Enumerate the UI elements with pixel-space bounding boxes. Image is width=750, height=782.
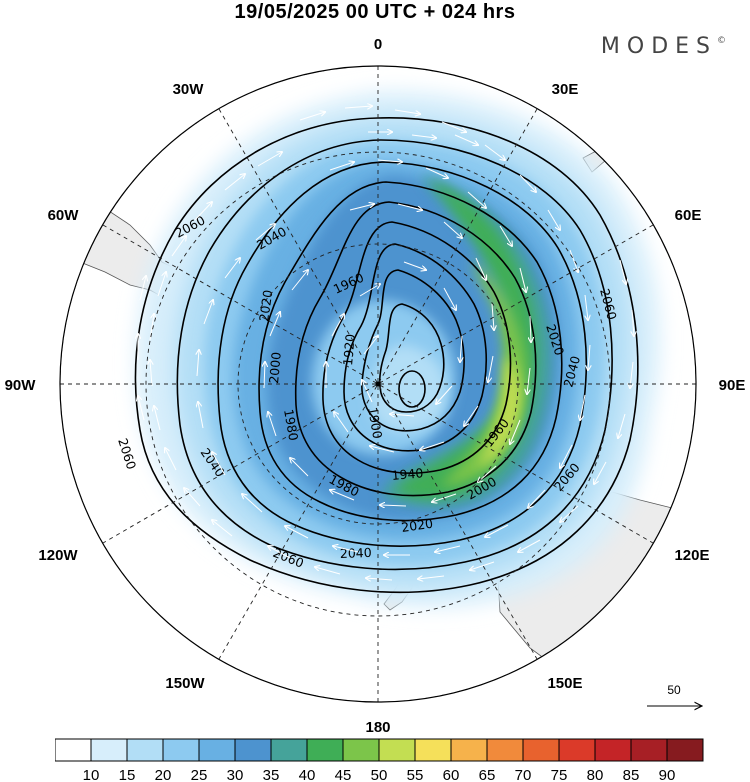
lon-label-0: 0: [374, 36, 382, 53]
colorbar: 10 15 20 25 30 35 40 45 50 55 60 65 70 75 80 85 90: [55, 738, 704, 782]
colorbar-tick-label: 60: [443, 767, 460, 782]
longitude-labels: 0 30E 60E 90E 120E 150E 180 150W 120W 90…: [5, 36, 746, 736]
chart-title: 19/05/2025 00 UTC + 024 hrs: [234, 1, 516, 23]
contour-2020: [217, 161, 588, 547]
colorbar-tick-label: 50: [371, 767, 388, 782]
colorbar-tick-label: 25: [191, 767, 208, 782]
colorbar-cell: [486, 738, 524, 762]
lon-label-30w: 30W: [173, 81, 205, 98]
latitude-circle-middle: [145, 151, 611, 617]
lon-label-150e: 150E: [547, 675, 582, 692]
reference-vector-label: 50: [667, 683, 681, 697]
colorbar-tick-labels: 10 15 20 25 30 35 40 45 50 55 60 65 70 75 80 85 90: [83, 767, 676, 782]
contour-2040: [176, 139, 613, 571]
colorbar-cell: [666, 738, 704, 762]
colorbar-tick-label: 55: [407, 767, 424, 782]
lon-label-90e: 90E: [719, 377, 746, 394]
contour-label-1980-a: 1980: [281, 408, 301, 442]
colorbar-cell: [198, 738, 236, 762]
colorbar-cell: [162, 738, 200, 762]
wind-vectors: [138, 106, 634, 580]
colorbar-cell: [270, 738, 308, 762]
colorbar-tick-label: 65: [479, 767, 496, 782]
lon-label-60e: 60E: [675, 207, 702, 224]
contour-label-1900: 1900: [365, 406, 385, 440]
wind-speed-shading: [136, 91, 660, 608]
colorbar-cell: [558, 738, 596, 762]
contour-1980: [294, 201, 537, 497]
colorbar-cell: [234, 738, 272, 762]
colorbar-tick-label: 20: [155, 767, 172, 782]
reference-vector: 50: [647, 683, 702, 706]
contour-label-1940: 1940: [391, 465, 424, 483]
contour-2000: [258, 181, 563, 522]
lon-label-30e: 30E: [552, 81, 579, 98]
brand-name: MODES: [600, 34, 717, 59]
colorbar-tick-label: 35: [263, 767, 280, 782]
brand-logo: MODES©: [601, 34, 726, 59]
colorbar-tick-label: 80: [587, 767, 604, 782]
colorbar-cell: [630, 738, 668, 762]
colorbar-cells: [55, 738, 704, 762]
contour-label-2040-d: 2040: [340, 545, 372, 561]
colorbar-cell: [342, 738, 380, 762]
height-contours: [134, 117, 639, 594]
lon-label-120e: 120E: [674, 547, 709, 564]
colorbar-tick-label: 90: [659, 767, 676, 782]
graticule: [60, 66, 696, 702]
colorbar-tick-label: 15: [119, 767, 136, 782]
contour-1900: [379, 303, 445, 413]
contour-label-2020-a: 2020: [256, 289, 275, 323]
lon-label-120w: 120W: [38, 547, 78, 564]
colorbar-tick-label: 10: [83, 767, 100, 782]
colorbar-tick-label: 30: [227, 767, 244, 782]
contour-1940: [343, 243, 488, 452]
colorbar-cell: [55, 738, 92, 762]
contour-label-2020-c: 2020: [400, 516, 434, 535]
colorbar-cell: [378, 738, 416, 762]
copyright-mark: ©: [717, 36, 726, 46]
lon-label-90w: 90W: [5, 377, 37, 394]
colorbar-tick-label: 45: [335, 767, 352, 782]
colorbar-tick-label: 70: [515, 767, 532, 782]
lon-label-180: 180: [365, 719, 390, 736]
colorbar-cell: [90, 738, 128, 762]
colorbar-cell: [306, 738, 344, 762]
colorbar-cell: [594, 738, 632, 762]
colorbar-cell: [414, 738, 452, 762]
lon-label-60w: 60W: [48, 207, 80, 224]
contour-label-1920: 1920: [340, 333, 358, 366]
colorbar-tick-label: 40: [299, 767, 316, 782]
lon-label-150w: 150W: [165, 675, 205, 692]
contour-label-2060-c: 2060: [115, 436, 139, 471]
colorbar-cell: [126, 738, 164, 762]
colorbar-cell: [522, 738, 560, 762]
colorbar-tick-label: 75: [551, 767, 568, 782]
contour-1880: [398, 370, 426, 408]
map-border: [59, 65, 697, 703]
contour-2060: [134, 117, 639, 594]
colorbar-cell: [450, 738, 488, 762]
colorbar-tick-label: 85: [623, 767, 640, 782]
south-pole-marker: [375, 381, 381, 387]
contour-1920: [361, 269, 465, 432]
contour-label-2000-a: 2000: [266, 351, 284, 384]
